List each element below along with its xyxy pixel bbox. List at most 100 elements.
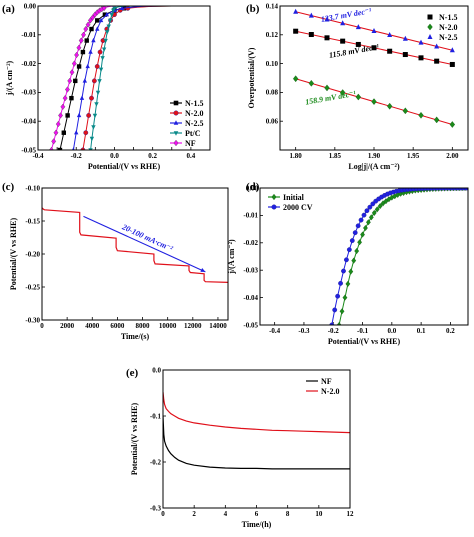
x-tick-label: -0.1: [357, 327, 369, 335]
legend-n-2-5-label: N-2.5: [185, 119, 203, 128]
series-line-line: [42, 207, 228, 283]
series-n-1-5-point: [102, 12, 108, 17]
y-tick-label: -0.10: [25, 184, 40, 192]
series-nf-point: [60, 103, 66, 110]
series-initial-point: [345, 280, 351, 287]
series-n-2-0-point: [418, 111, 424, 119]
series-n-2-0-point: [86, 113, 92, 118]
legend-n-2-0-label: N-2.0: [321, 387, 339, 396]
series-n-1-5-point: [355, 41, 361, 47]
legend-n-2-0-marker: [173, 110, 179, 116]
series-n-2-0-point: [83, 130, 89, 136]
series-n-2-5-point: [104, 11, 109, 17]
y-tick-label: 0.10: [266, 60, 279, 68]
x-axis-title: Log|j|/(A cm⁻²): [348, 162, 400, 171]
x-tick-label: 0.4: [187, 152, 196, 160]
x-tick-label: -0.3: [298, 327, 310, 335]
series-2000-cv-point: [358, 217, 364, 223]
series-n-2-5-point: [88, 49, 93, 54]
series-n-1-5-point: [65, 113, 70, 118]
x-axis-title: Potential/(V vs RHE): [328, 337, 401, 346]
series-pt-c-point: [101, 47, 107, 52]
legend-initial-label: Initial: [283, 193, 305, 202]
series-pt-c-point: [91, 125, 96, 130]
series-2000-cv-point: [367, 204, 373, 210]
series-n-1-5-point: [371, 45, 377, 51]
series-n-1-5-point: [89, 26, 94, 32]
series-n-1-5-point: [57, 147, 63, 150]
legend-n-1-5-marker: [173, 100, 179, 106]
series-n-2-0-point: [402, 107, 409, 115]
y-tick-label: 0.00: [24, 2, 37, 10]
series-pt-c-point: [92, 113, 98, 119]
plot-data: [292, 8, 456, 128]
y-axis-title: Overpotential/(V): [247, 47, 256, 108]
series-nf-point: [48, 146, 54, 150]
x-tick-label: -0.2: [71, 152, 83, 160]
series-initial-point: [377, 203, 383, 210]
legend-pt-c-marker: [173, 131, 179, 136]
x-tick-label: 1.80: [290, 152, 303, 160]
x-tick-label: -0.2: [328, 327, 340, 335]
legend-pt-c-label: Pt/C: [185, 129, 201, 138]
x-axis-title: Time/(s): [121, 332, 150, 341]
series-n-1-5-point: [69, 95, 74, 101]
y-tick-label: -0.03: [21, 89, 36, 97]
plot-frame: [41, 187, 229, 321]
y-axis-title: Potential/(V vs RHE): [9, 218, 18, 291]
series-initial-point: [357, 239, 362, 246]
series-n-1-5-point: [84, 38, 89, 43]
series-n-1-5-point: [340, 38, 346, 44]
x-tick-label: 4000: [85, 322, 100, 330]
plot-frame: [259, 187, 469, 326]
series-n-2-5-point: [340, 20, 346, 26]
series-nf-point: [85, 21, 91, 28]
y-tick-label: 0.14: [266, 2, 279, 10]
series-n-2-0-point: [292, 75, 299, 83]
annotation-label: 158.9 mV dec⁻¹: [305, 89, 358, 107]
y-tick-label: -0.3: [150, 504, 162, 512]
x-tick-label: 0.1: [417, 327, 426, 335]
x-axis-title: Potential/(V vs RHE): [88, 162, 161, 171]
y-axis-title: j/(A cm⁻²): [227, 239, 236, 275]
legend-nf-marker: [173, 139, 179, 147]
y-tick-label: 0.00: [246, 184, 259, 192]
y-tick-label: -0.02: [243, 239, 258, 247]
series-pt-c-point: [108, 18, 113, 24]
legend-nf-label: NF: [185, 139, 196, 148]
series-n-1-5-point: [308, 32, 314, 38]
series-nf-point: [76, 44, 82, 51]
panel-label: (d): [246, 181, 260, 193]
panel-label: (e): [126, 367, 139, 379]
x-tick-label: 10000: [159, 322, 177, 330]
series-2000-cv-point: [338, 280, 343, 286]
series-2000-cv-point: [355, 223, 361, 229]
x-tick-label: 6: [255, 510, 259, 518]
series-nf-point: [55, 121, 61, 128]
series-n-2-0-point: [355, 93, 362, 101]
series-2000-cv-point: [370, 201, 376, 207]
y-tick-label: -0.04: [21, 118, 36, 126]
series-n-2-5-point: [324, 16, 330, 22]
x-tick-label: 12: [347, 510, 355, 518]
y-tick-label: -0.05: [21, 146, 36, 154]
y-tick-label: -0.15: [25, 217, 40, 225]
series-n-2-0-point: [308, 79, 315, 87]
legend-nf-label: NF: [321, 377, 332, 386]
series-2000-cv-point: [341, 268, 346, 274]
series-n-2-5-point: [95, 26, 100, 31]
series-initial-point: [354, 247, 360, 255]
legend-n-2-0-label: N-2.0: [439, 23, 457, 32]
y-tick-label: 0.06: [266, 118, 279, 126]
series-2000-cv-point: [332, 307, 338, 313]
series-2000-cv-point: [346, 247, 352, 253]
legend-initial-marker: [271, 193, 277, 201]
series-2000-cv-point: [335, 293, 341, 299]
series-nf-point: [101, 6, 107, 12]
x-tick-label: 12000: [184, 322, 202, 330]
series-nf-point: [81, 31, 86, 38]
plot-data: [48, 6, 210, 150]
legend-n-2-5-label: N-2.5: [439, 33, 457, 42]
